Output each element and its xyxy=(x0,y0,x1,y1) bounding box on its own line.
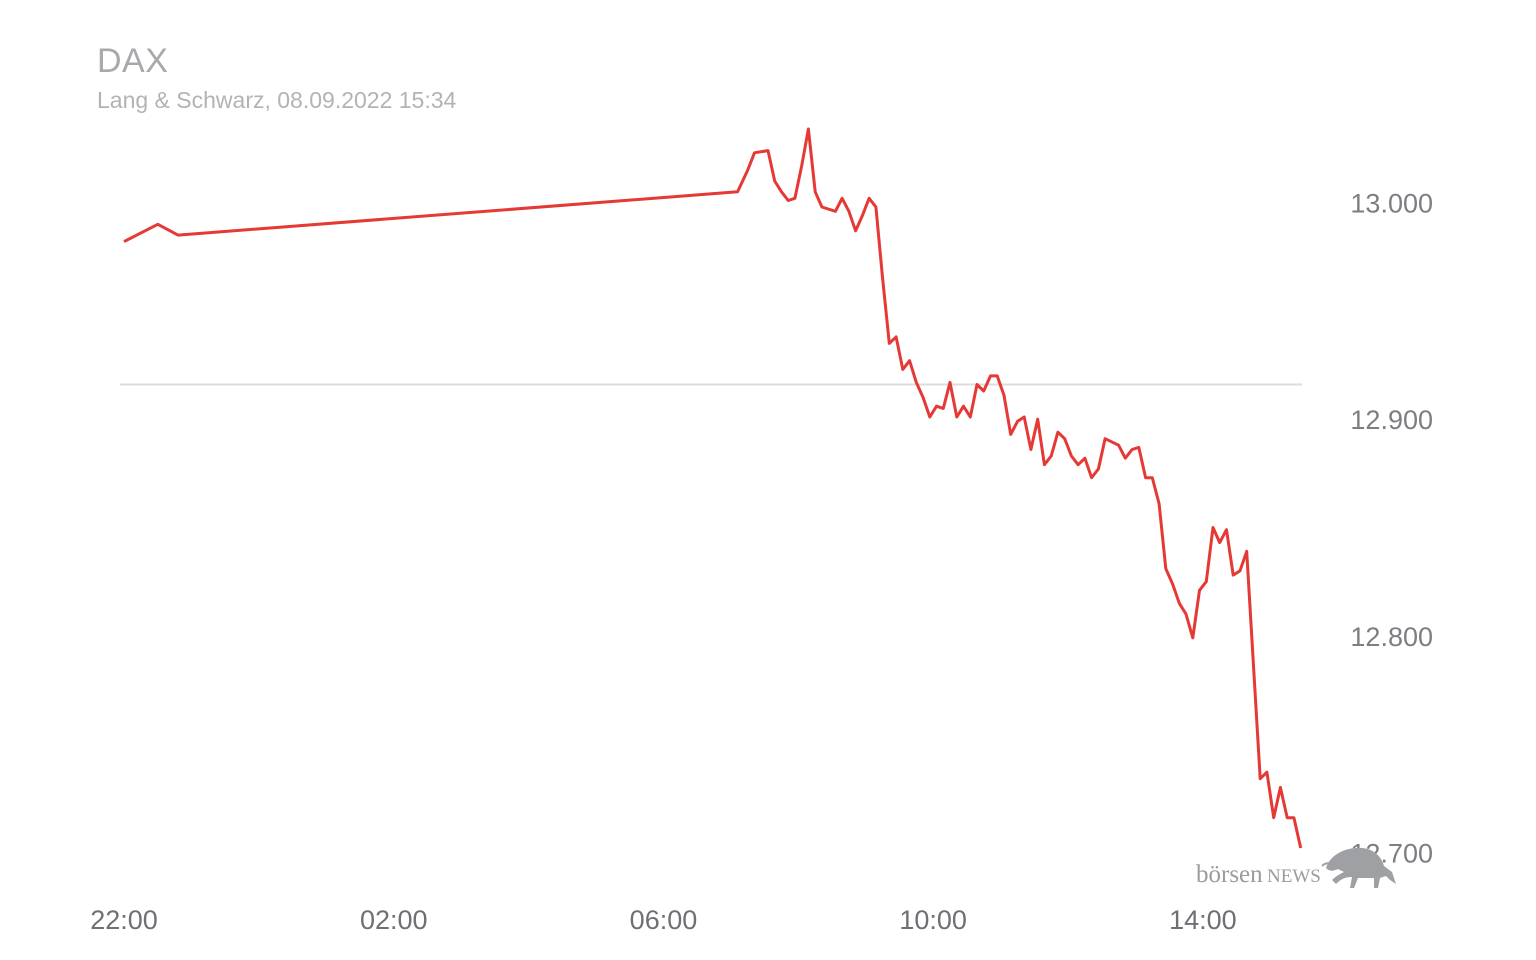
boersennews-logo: börsen NEWS xyxy=(1196,847,1396,888)
x-tick-label: 06:00 xyxy=(630,905,698,935)
x-tick-label: 14:00 xyxy=(1169,905,1237,935)
chart-title: DAX xyxy=(97,42,169,80)
y-tick-label: 12.900 xyxy=(1350,405,1433,435)
x-tick-label: 02:00 xyxy=(360,905,428,935)
brand-name-lower: börsen xyxy=(1196,861,1263,888)
x-axis-ticks: 22:00 02:00 06:00 10:00 14:00 xyxy=(90,905,1236,935)
series-line xyxy=(123,127,1303,849)
bull-icon xyxy=(1321,847,1396,888)
series-line-layer xyxy=(123,127,1303,849)
y-tick-label: 12.800 xyxy=(1350,622,1433,652)
brand-name-upper: NEWS xyxy=(1267,866,1321,887)
x-tick-label: 10:00 xyxy=(899,905,967,935)
x-tick-label: 22:00 xyxy=(90,905,158,935)
chart-subtitle: Lang & Schwarz, 08.09.2022 15:34 xyxy=(97,87,457,113)
y-tick-label: 13.000 xyxy=(1350,189,1433,219)
